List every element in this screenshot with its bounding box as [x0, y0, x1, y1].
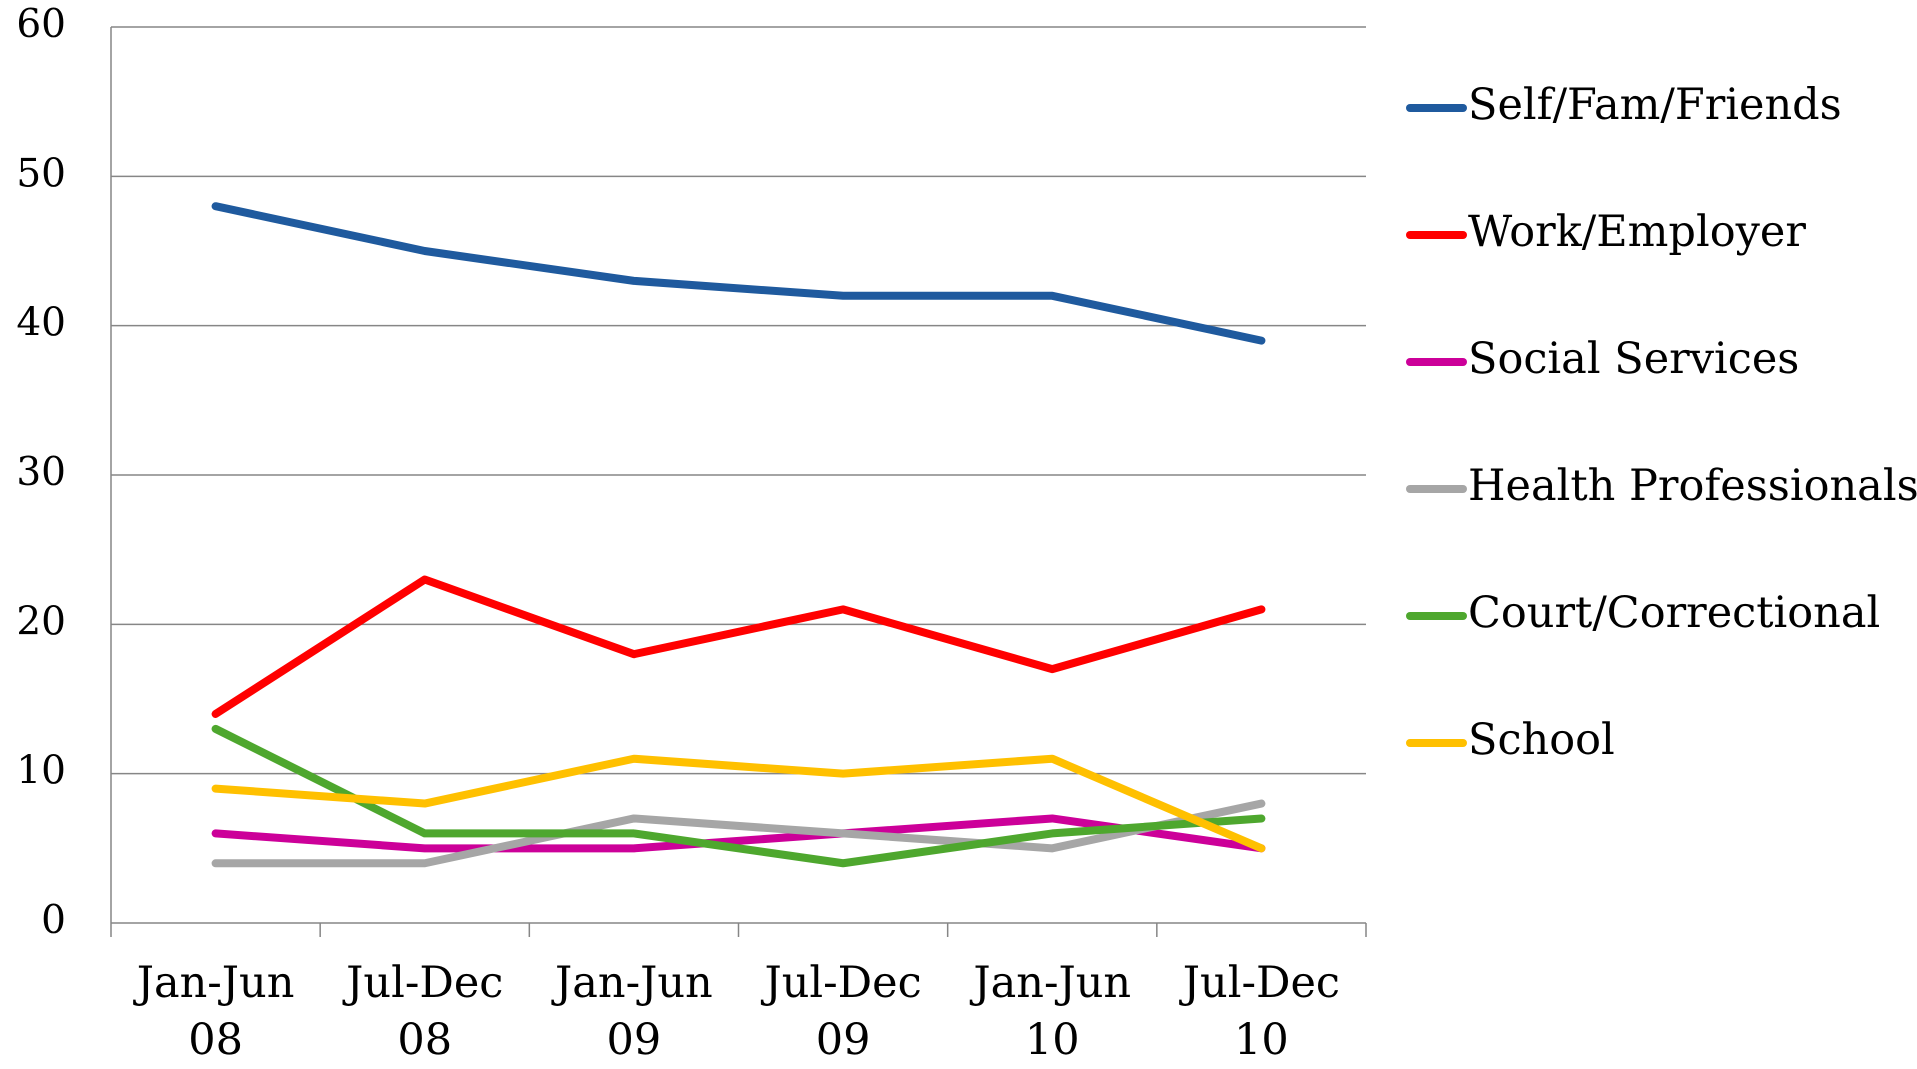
series-line [211, 575, 1266, 718]
y-tick-label: 50 [16, 151, 66, 196]
legend-label: Health Professionals [1468, 461, 1917, 511]
series-line [211, 202, 1266, 345]
y-tick-label: 60 [16, 2, 66, 47]
series-line [211, 754, 1266, 853]
series-line [211, 814, 1266, 853]
legend-label: School [1468, 715, 1615, 765]
y-tick-label: 0 [41, 898, 66, 943]
x-tick-label: Jul-Dec 08 [346, 958, 504, 1065]
legend-label: Self/Fam/Friends [1468, 80, 1842, 130]
x-tick-label: Jan-Jun 09 [555, 958, 713, 1065]
x-tick-label: Jul-Dec 10 [1182, 958, 1341, 1065]
y-tick-label: 40 [16, 301, 66, 346]
x-tick-label: Jul-Dec 09 [764, 958, 922, 1065]
series-line [211, 799, 1266, 868]
series-line [211, 724, 1266, 868]
y-tick-label: 30 [16, 450, 66, 495]
legend-label: Court/Correctional [1468, 588, 1880, 638]
legend-label: Social Services [1468, 334, 1799, 384]
y-tick-label: 10 [16, 749, 66, 794]
y-tick-label: 20 [16, 599, 66, 644]
legend-label: Work/Employer [1468, 207, 1806, 257]
x-tick-label: Jan-Jun 10 [973, 958, 1132, 1065]
x-tick-label: Jan-Jun 08 [136, 958, 295, 1065]
